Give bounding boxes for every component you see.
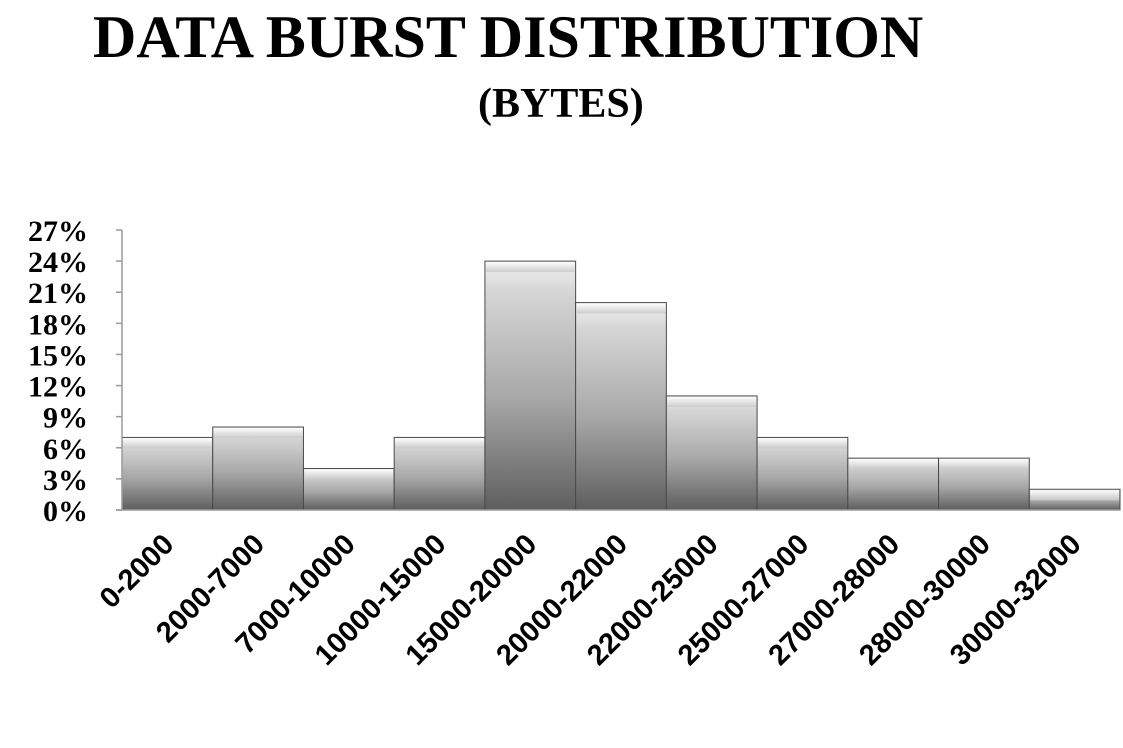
bar xyxy=(756,436,849,511)
bar-highlight xyxy=(848,459,938,470)
bar-20000-22000 xyxy=(575,302,667,511)
y-tick-label: 0% xyxy=(43,495,88,528)
bar-28000-30000 xyxy=(938,457,1030,511)
bar-highlight xyxy=(304,469,394,480)
y-tick-label: 18% xyxy=(28,308,88,341)
bar xyxy=(575,302,667,511)
y-tick-label: 15% xyxy=(28,339,88,372)
y-axis-ticks: 0%3%6%9%12%15%18%21%24%27% xyxy=(28,215,122,528)
bar-0-2000 xyxy=(121,436,214,511)
bar xyxy=(212,426,304,511)
y-tick-label: 21% xyxy=(28,277,88,310)
bar-27000-28000 xyxy=(847,457,940,511)
bar-10000-15000 xyxy=(393,436,486,511)
bar-highlight xyxy=(123,438,212,449)
bar xyxy=(665,395,758,511)
chart-subtitle: (BYTES) xyxy=(478,81,644,127)
bar-30000-32000 xyxy=(1028,488,1121,511)
bar-highlight xyxy=(1030,490,1119,501)
y-tick-label: 27% xyxy=(28,215,88,248)
bar-25000-27000 xyxy=(756,436,849,511)
y-tick-label: 24% xyxy=(28,246,88,279)
bar-highlight xyxy=(213,428,303,439)
y-tick-label: 6% xyxy=(43,433,88,466)
bars-layer xyxy=(121,260,1121,511)
bar-highlight xyxy=(758,438,847,449)
bar-highlight xyxy=(395,438,484,449)
y-tick-label: 9% xyxy=(43,402,88,435)
chart-title: DATA BURST DISTRIBUTION xyxy=(93,4,924,70)
x-axis-ticks: 0-20002000-70007000-1000010000-150001500… xyxy=(94,528,1088,672)
axis-layer xyxy=(116,230,1120,511)
y-tick-label: 3% xyxy=(43,464,88,497)
y-tick-label: 12% xyxy=(28,371,88,404)
bar-22000-25000 xyxy=(665,395,758,511)
bar-highlight xyxy=(576,303,666,314)
bar xyxy=(484,260,577,511)
bar-2000-7000 xyxy=(212,426,304,511)
bar-highlight xyxy=(667,396,757,407)
bar-highlight xyxy=(485,262,575,273)
x-tick-label: 0-2000 xyxy=(94,528,180,614)
bar-15000-20000 xyxy=(484,260,577,511)
bar-highlight xyxy=(939,459,1029,470)
bar-7000-10000 xyxy=(302,468,395,511)
